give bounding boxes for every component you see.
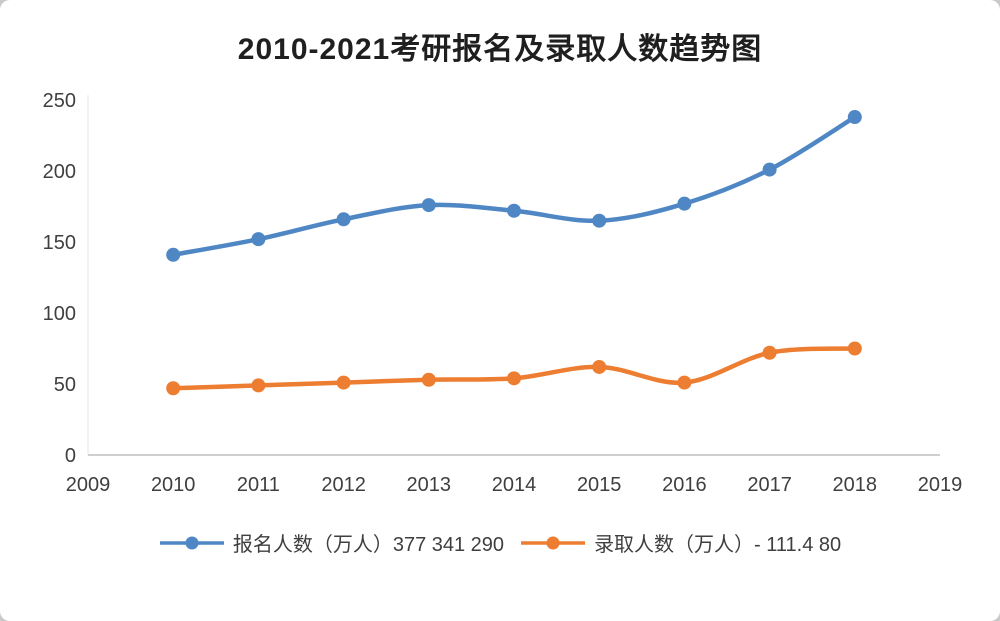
series-line-0 (170, 114, 858, 258)
data-point-marker (166, 247, 181, 262)
chart-title: 2010-2021考研报名及录取人数趋势图 (237, 33, 763, 66)
x-tick-label: 2016 (662, 474, 707, 496)
data-point-marker (762, 345, 777, 360)
y-tick-label: 250 (43, 90, 76, 112)
line-chart: 0 50 100 150 200 250 2009 2010 2011 2012 2013 2014 2… (43, 90, 963, 496)
legend-marker-icon (521, 536, 586, 549)
y-tick-label: 50 (54, 374, 76, 396)
data-point-marker (507, 203, 521, 218)
legend-label: 录取人数（万人）- 111.4 80 (594, 534, 842, 556)
x-tick-label: 2019 (918, 474, 963, 496)
data-point-marker (762, 162, 777, 177)
chart-legend: 报名人数（万人）377 341 290 录取人数（万人）- 111.4 80 (0, 528, 1000, 557)
x-tick-label: 2018 (833, 474, 878, 496)
legend-label: 报名人数（万人）377 341 290 (232, 534, 505, 556)
legend-marker-icon (159, 536, 224, 549)
y-tick-label: 200 (43, 161, 76, 183)
legend-item-0: 报名人数（万人）377 341 290 (159, 528, 504, 557)
data-point-marker (421, 198, 436, 213)
x-tick-label: 2017 (747, 474, 792, 496)
data-point-marker (847, 341, 862, 356)
data-point-marker (677, 196, 692, 211)
data-point-marker (507, 371, 521, 386)
x-tick-label: 2011 (237, 474, 280, 496)
x-tick-label: 2014 (492, 474, 537, 496)
x-tick-label: 2013 (407, 474, 452, 496)
data-point-marker (251, 232, 266, 247)
y-tick-label: 100 (43, 303, 76, 325)
data-point-marker (847, 110, 862, 125)
data-point-marker (421, 372, 436, 387)
data-point-marker (592, 359, 607, 374)
data-point-marker (677, 375, 692, 390)
data-point-marker (336, 375, 351, 390)
x-tick-label: 2015 (577, 474, 622, 496)
y-tick-label: 150 (43, 232, 76, 254)
data-point-marker (251, 378, 266, 393)
data-point-marker (592, 213, 607, 228)
x-tick-label: 2012 (321, 474, 366, 496)
y-tick-label: 0 (65, 445, 76, 467)
x-tick-label: 2009 (66, 474, 111, 496)
data-point-marker (336, 212, 351, 227)
legend-item-1: 录取人数（万人）- 111.4 80 (520, 528, 841, 557)
x-tick-label: 2010 (151, 474, 196, 496)
data-point-marker (166, 381, 181, 396)
